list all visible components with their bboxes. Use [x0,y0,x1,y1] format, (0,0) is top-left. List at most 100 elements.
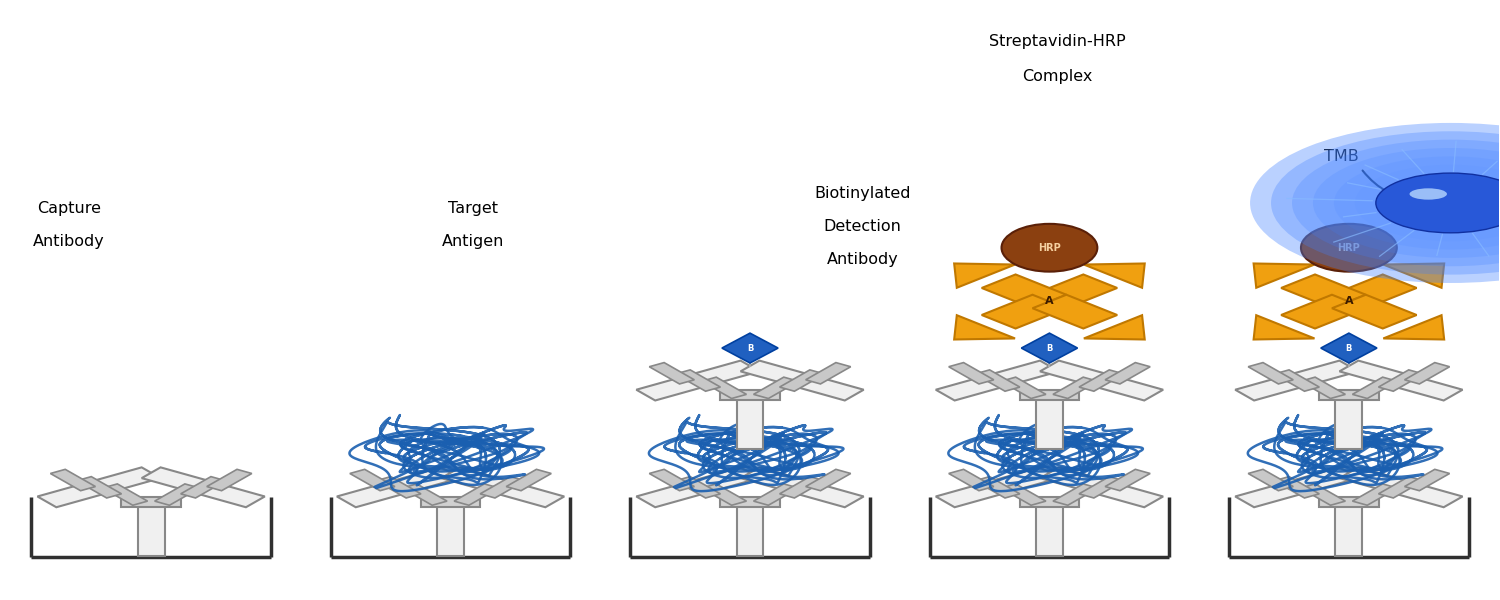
Polygon shape [480,476,525,498]
Polygon shape [1053,377,1098,398]
Polygon shape [1335,502,1362,556]
Polygon shape [51,469,96,491]
Polygon shape [1332,274,1416,308]
Polygon shape [1340,467,1462,507]
Polygon shape [1084,263,1144,288]
Polygon shape [207,469,252,491]
Polygon shape [1032,295,1118,329]
Text: Complex: Complex [1022,69,1092,84]
Polygon shape [1022,333,1077,363]
Circle shape [1250,123,1500,283]
Polygon shape [1383,315,1444,340]
Polygon shape [1040,467,1162,507]
Polygon shape [981,274,1066,308]
Polygon shape [636,467,759,507]
Polygon shape [936,361,1059,400]
Polygon shape [1040,361,1162,400]
Text: Detection: Detection [824,220,902,235]
Circle shape [1312,148,1500,258]
Polygon shape [1335,395,1362,449]
Polygon shape [954,263,1016,288]
Polygon shape [741,467,864,507]
Polygon shape [636,361,759,400]
Polygon shape [702,484,747,505]
Polygon shape [180,476,226,498]
Polygon shape [1036,502,1064,556]
Polygon shape [1254,263,1314,288]
Polygon shape [1281,274,1366,308]
Text: Target: Target [448,202,498,217]
Polygon shape [1378,476,1423,498]
Text: A: A [1344,296,1353,307]
Polygon shape [736,502,764,556]
Polygon shape [1084,315,1144,340]
Circle shape [1376,173,1500,233]
Polygon shape [1274,370,1320,391]
Text: Capture: Capture [38,202,100,217]
Polygon shape [350,469,394,491]
Polygon shape [422,497,480,506]
Polygon shape [720,390,780,400]
Polygon shape [1053,484,1098,505]
Polygon shape [402,484,447,505]
Polygon shape [1254,315,1314,340]
Polygon shape [1078,370,1124,391]
Polygon shape [1300,377,1346,398]
Polygon shape [102,484,147,505]
Polygon shape [376,476,422,498]
Polygon shape [1318,390,1378,400]
Text: Streptavidin-HRP: Streptavidin-HRP [988,34,1125,49]
Polygon shape [1078,476,1124,498]
Polygon shape [1106,469,1150,491]
Polygon shape [650,362,694,384]
Polygon shape [806,469,850,491]
Polygon shape [1234,467,1359,507]
Circle shape [1270,131,1500,275]
Polygon shape [736,395,764,449]
Polygon shape [1036,395,1064,449]
Polygon shape [650,469,694,491]
Polygon shape [1248,469,1293,491]
Text: TMB: TMB [1324,149,1359,164]
Polygon shape [1000,377,1045,398]
Polygon shape [1404,362,1449,384]
Polygon shape [38,467,160,507]
Polygon shape [1300,484,1346,505]
Polygon shape [806,362,850,384]
Polygon shape [1378,370,1423,391]
Ellipse shape [1410,188,1448,200]
Ellipse shape [1300,224,1396,272]
Polygon shape [1020,497,1078,506]
Polygon shape [141,467,266,507]
Text: B: B [1346,344,1352,353]
Polygon shape [1383,263,1444,288]
Polygon shape [948,469,994,491]
Polygon shape [454,484,500,505]
Polygon shape [122,497,182,506]
Polygon shape [780,370,825,391]
Text: HRP: HRP [1338,243,1360,253]
Polygon shape [722,333,778,363]
Polygon shape [1106,362,1150,384]
Polygon shape [1234,361,1359,400]
Polygon shape [1318,497,1378,506]
Polygon shape [1340,361,1462,400]
Polygon shape [948,362,994,384]
Polygon shape [954,315,1016,340]
Polygon shape [1032,274,1118,308]
Text: A: A [1046,296,1054,307]
Polygon shape [720,497,780,506]
Polygon shape [1000,484,1045,505]
Text: B: B [747,344,753,353]
Circle shape [1354,165,1500,241]
Polygon shape [780,476,825,498]
Polygon shape [975,476,1020,498]
Polygon shape [1353,377,1398,398]
Polygon shape [1404,469,1449,491]
Polygon shape [702,377,747,398]
Polygon shape [338,467,460,507]
Polygon shape [441,467,564,507]
Polygon shape [506,469,552,491]
Polygon shape [1353,484,1398,505]
Polygon shape [1274,476,1320,498]
